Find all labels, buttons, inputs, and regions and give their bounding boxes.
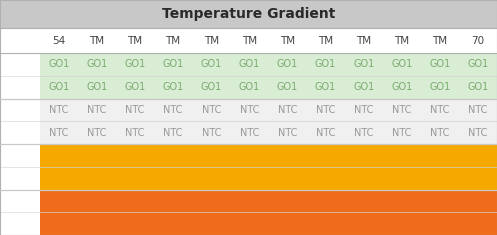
Text: GO1: GO1 xyxy=(315,59,336,69)
Bar xyxy=(40,98,497,121)
Text: 70: 70 xyxy=(471,35,485,46)
Bar xyxy=(40,212,497,235)
Text: GO1: GO1 xyxy=(277,59,298,69)
Text: NTC: NTC xyxy=(392,128,412,138)
Text: NTC: NTC xyxy=(125,128,145,138)
Text: GO1: GO1 xyxy=(239,82,260,92)
Text: GO1: GO1 xyxy=(315,82,336,92)
Text: GO1: GO1 xyxy=(48,59,70,69)
Text: NTC: NTC xyxy=(49,128,69,138)
Text: NTC: NTC xyxy=(430,105,449,115)
Text: GO1: GO1 xyxy=(239,59,260,69)
Text: GO1: GO1 xyxy=(467,82,489,92)
Text: NTC: NTC xyxy=(164,105,183,115)
Bar xyxy=(40,76,497,98)
Text: TM: TM xyxy=(394,35,410,46)
Text: GO1: GO1 xyxy=(163,82,184,92)
Text: NTC: NTC xyxy=(468,105,488,115)
Text: NTC: NTC xyxy=(164,128,183,138)
Bar xyxy=(40,144,497,167)
Text: TM: TM xyxy=(204,35,219,46)
Bar xyxy=(0,0,497,28)
Text: TM: TM xyxy=(280,35,295,46)
Text: TM: TM xyxy=(127,35,143,46)
Text: GO1: GO1 xyxy=(86,59,107,69)
Text: NTC: NTC xyxy=(202,128,221,138)
Text: NTC: NTC xyxy=(202,105,221,115)
Text: TM: TM xyxy=(89,35,104,46)
Text: GO1: GO1 xyxy=(353,82,374,92)
Text: TM: TM xyxy=(318,35,333,46)
Bar xyxy=(40,53,497,76)
Text: NTC: NTC xyxy=(125,105,145,115)
Text: GO1: GO1 xyxy=(124,59,146,69)
Text: NTC: NTC xyxy=(430,128,449,138)
Text: GO1: GO1 xyxy=(277,82,298,92)
Text: GO1: GO1 xyxy=(391,82,413,92)
Text: GO1: GO1 xyxy=(429,82,450,92)
Text: GO1: GO1 xyxy=(86,82,107,92)
Text: GO1: GO1 xyxy=(48,82,70,92)
Text: NTC: NTC xyxy=(87,128,106,138)
Text: GO1: GO1 xyxy=(353,59,374,69)
Text: NTC: NTC xyxy=(240,105,259,115)
Text: TM: TM xyxy=(242,35,257,46)
Text: NTC: NTC xyxy=(278,105,297,115)
Text: GO1: GO1 xyxy=(201,82,222,92)
Text: NTC: NTC xyxy=(316,105,335,115)
Bar xyxy=(40,167,497,189)
Text: NTC: NTC xyxy=(354,128,373,138)
Text: 54: 54 xyxy=(52,35,66,46)
Text: TM: TM xyxy=(166,35,181,46)
Text: GO1: GO1 xyxy=(391,59,413,69)
Text: NTC: NTC xyxy=(278,128,297,138)
Text: GO1: GO1 xyxy=(201,59,222,69)
Text: GO1: GO1 xyxy=(124,82,146,92)
Text: NTC: NTC xyxy=(87,105,106,115)
Text: NTC: NTC xyxy=(49,105,69,115)
Text: GO1: GO1 xyxy=(163,59,184,69)
Text: GO1: GO1 xyxy=(429,59,450,69)
Text: NTC: NTC xyxy=(316,128,335,138)
Text: NTC: NTC xyxy=(468,128,488,138)
Text: NTC: NTC xyxy=(392,105,412,115)
Bar xyxy=(40,121,497,144)
Text: TM: TM xyxy=(432,35,447,46)
Text: NTC: NTC xyxy=(240,128,259,138)
Text: Temperature Gradient: Temperature Gradient xyxy=(162,7,335,21)
Text: NTC: NTC xyxy=(354,105,373,115)
Text: TM: TM xyxy=(356,35,371,46)
Text: GO1: GO1 xyxy=(467,59,489,69)
Bar xyxy=(0,28,497,53)
Bar xyxy=(40,189,497,212)
